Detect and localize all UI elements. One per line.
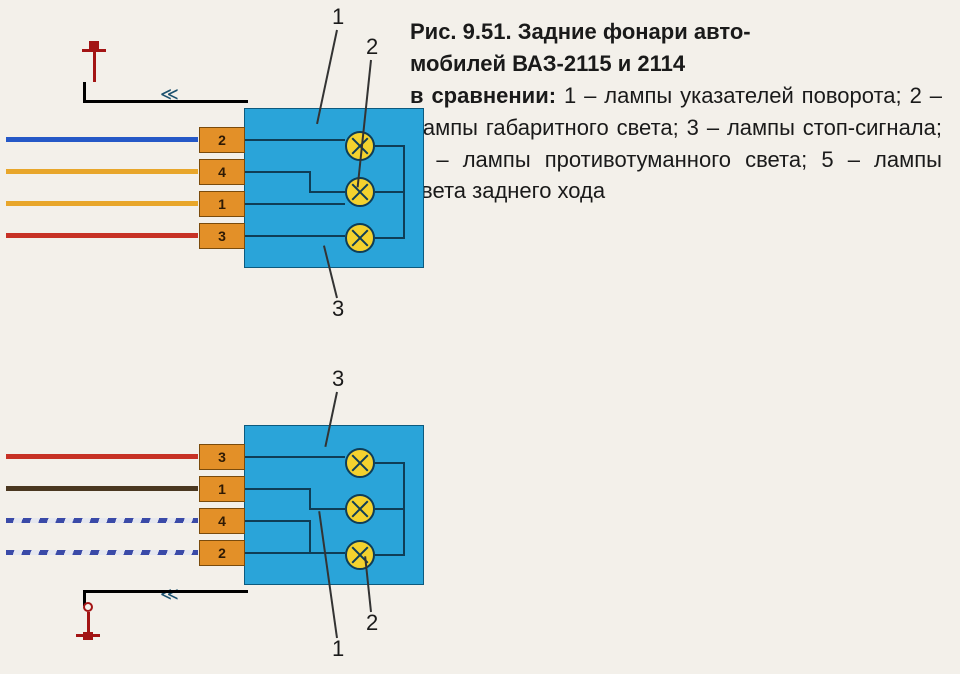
pin-top-2: 2: [199, 127, 245, 153]
ground-ext-top: [83, 100, 248, 103]
ground-ext-bot: [83, 590, 248, 593]
connector-block-bot: 3 1 4 2: [244, 425, 424, 585]
callout-bot-1: 1: [332, 636, 344, 662]
callout-top-1: 1: [332, 4, 344, 30]
wire-bot-2: [6, 550, 198, 555]
title-3: в сравнении:: [410, 83, 556, 108]
pin-bot-1: 1: [199, 476, 245, 502]
wire-top-4: [6, 169, 198, 174]
lamp-bot-2: [345, 540, 375, 570]
wire-top-3: [6, 233, 198, 238]
pin-top-3: 3: [199, 223, 245, 249]
callout-bot-3: 3: [332, 366, 344, 392]
pin-top-4: 4: [199, 159, 245, 185]
lamp-bot-3: [345, 448, 375, 478]
callout-bot-2: 2: [366, 610, 378, 636]
figure-caption: Рис. 9.51. Задние фонари авто- мобилей В…: [410, 16, 942, 207]
ground-symbol-bot: [76, 604, 100, 640]
pin-bot-3: 3: [199, 444, 245, 470]
fig-label: Рис. 9.51.: [410, 19, 512, 44]
wire-bot-1: [6, 486, 198, 491]
wire-top-2: [6, 137, 198, 142]
ground-symbol-top: [82, 46, 106, 82]
page: Рис. 9.51. Задние фонари авто- мобилей В…: [0, 0, 960, 674]
arrow-marker-bot: ≪: [160, 584, 175, 605]
lamp-top-2: [345, 177, 375, 207]
pin-bot-2: 2: [199, 540, 245, 566]
connector-block-top: 2 4 1 3: [244, 108, 424, 268]
legend-1: 1 – лампы указателей поворота;: [564, 83, 902, 108]
legend-4: 4 – лампы противотуманного света;: [410, 147, 807, 172]
lamp-top-3: [345, 223, 375, 253]
title-2: мобилей ВАЗ-2115 и 2114: [410, 51, 685, 76]
pins-bot: 3 1 4 2: [199, 444, 245, 566]
wire-top-1: [6, 201, 198, 206]
lamp-bot-1: [345, 494, 375, 524]
pin-top-1: 1: [199, 191, 245, 217]
wire-bot-3: [6, 454, 198, 459]
title-1: Задние фонари авто-: [518, 19, 751, 44]
callout-top-3: 3: [332, 296, 344, 322]
legend-3: 3 – лампы стоп-сигнала;: [687, 115, 942, 140]
callout-top-2: 2: [366, 34, 378, 60]
pin-bot-4: 4: [199, 508, 245, 534]
wire-bot-4: [6, 518, 198, 523]
pins-top: 2 4 1 3: [199, 127, 245, 249]
ground-wire-top: [83, 82, 86, 102]
